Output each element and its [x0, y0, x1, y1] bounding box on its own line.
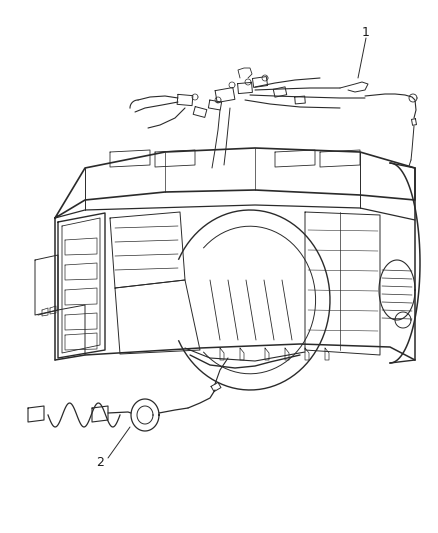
Text: 2: 2 — [96, 456, 104, 469]
Text: 1: 1 — [362, 26, 370, 38]
